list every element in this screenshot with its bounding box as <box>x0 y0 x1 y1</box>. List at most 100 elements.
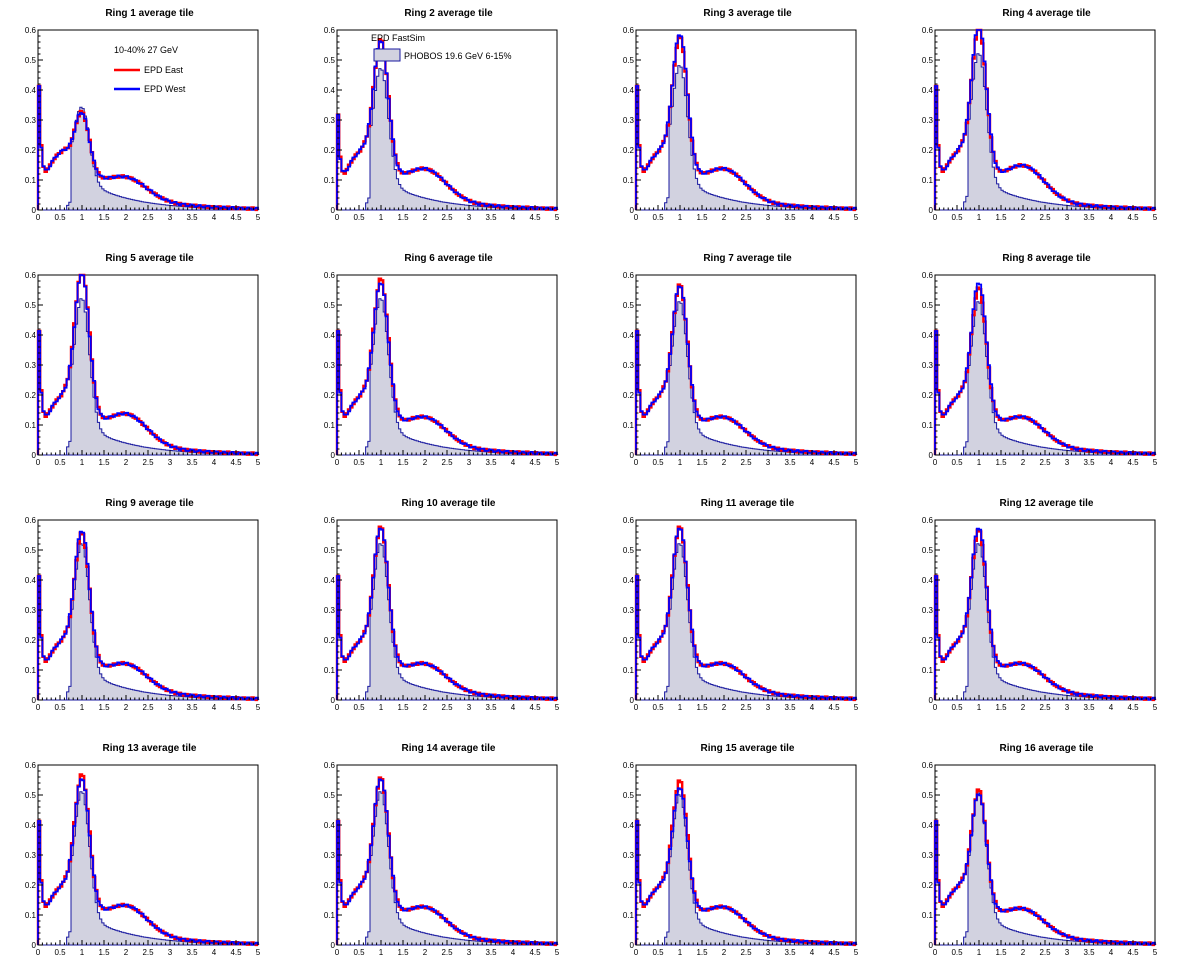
histogram-panel: 0 0.5 1 1.5 2 2.5 3 3.5 4 4.5 5 0 0.1 0.2 0.3 0.4 0.5 0.6… <box>598 0 897 245</box>
x-tick-label: 4 <box>212 458 217 467</box>
x-tick-label: 4.5 <box>828 703 840 712</box>
y-tick-label: 0.2 <box>324 881 336 890</box>
x-tick-label: 3.5 <box>485 213 497 222</box>
y-tick-label: 0.6 <box>623 26 635 35</box>
x-tick-label: 2 <box>124 703 129 712</box>
y-tick-label: 0.5 <box>324 791 336 800</box>
x-tick-label: 4.5 <box>1127 703 1139 712</box>
y-tick-label: 0.2 <box>324 146 336 155</box>
x-tick-label: 2.5 <box>740 948 752 957</box>
x-tick-label: 2 <box>423 458 428 467</box>
epd-west-histogram <box>336 282 558 456</box>
y-tick-label: 0 <box>331 451 336 460</box>
x-tick-label: 0.5 <box>951 458 963 467</box>
x-tick-label: 5 <box>1153 948 1158 957</box>
x-tick-label: 4.5 <box>1127 948 1139 957</box>
x-tick-label: 2 <box>1021 213 1026 222</box>
x-tick-label: 5 <box>1153 213 1158 222</box>
y-tick-label: 0.5 <box>25 301 37 310</box>
y-tick-label: 0 <box>32 451 37 460</box>
y-tick-label: 0.5 <box>922 791 934 800</box>
histogram-panel: 0 0.5 1 1.5 2 2.5 3 3.5 4 4.5 5 0 0.1 0.2 0.3 0.4 0.5 0.6… <box>0 245 299 490</box>
x-tick-label: 1.5 <box>397 458 409 467</box>
y-tick-label: 0.1 <box>623 666 635 675</box>
x-tick-label: 0 <box>933 703 938 712</box>
y-tick-label: 0.1 <box>25 911 37 920</box>
y-tick-label: 0.5 <box>25 791 37 800</box>
x-tick-label: 2.5 <box>441 703 453 712</box>
x-tick-label: 1.5 <box>98 213 110 222</box>
y-tick-label: 0.4 <box>623 86 635 95</box>
x-tick-label: 1.5 <box>98 948 110 957</box>
legend-west-label: EPD West <box>144 84 186 94</box>
histogram-plot: 0 0.5 1 1.5 2 2.5 3 3.5 4 4.5 5 0 0.1 0.2 0.3 0.4 0.5 0.6 <box>25 516 261 712</box>
y-tick-label: 0.6 <box>922 26 934 35</box>
y-tick-label: 0.5 <box>922 301 934 310</box>
legend-fastsim-header: EPD FastSim <box>371 33 425 43</box>
epd-west-histogram <box>37 530 259 701</box>
x-tick-label: 4 <box>810 458 815 467</box>
x-tick-label: 0 <box>634 703 639 712</box>
x-tick-label: 1 <box>977 458 982 467</box>
x-tick-label: 0.5 <box>951 948 963 957</box>
x-tick-label: 4 <box>212 703 217 712</box>
histogram-panel: 0 0.5 1 1.5 2 2.5 3 3.5 4 4.5 5 0 0.1 0.2 0.3 0.4 0.5 0.6… <box>598 245 897 490</box>
y-tick-label: 0.1 <box>922 421 934 430</box>
x-tick-label: 2 <box>124 213 129 222</box>
x-tick-label: 4 <box>511 703 516 712</box>
y-tick-label: 0.6 <box>623 271 635 280</box>
x-tick-label: 1 <box>678 703 683 712</box>
y-tick-label: 0 <box>630 451 635 460</box>
x-tick-label: 2.5 <box>441 213 453 222</box>
x-tick-label: 3 <box>467 948 472 957</box>
y-tick-label: 0.2 <box>324 636 336 645</box>
x-tick-label: 3.5 <box>186 948 198 957</box>
x-tick-label: 5 <box>854 458 859 467</box>
x-tick-label: 3.5 <box>784 703 796 712</box>
x-tick-label: 5 <box>256 948 261 957</box>
y-tick-label: 0 <box>929 696 934 705</box>
x-tick-label: 3 <box>1065 213 1070 222</box>
x-tick-label: 0.5 <box>353 213 365 222</box>
x-tick-label: 1 <box>80 458 85 467</box>
x-tick-label: 3.5 <box>186 213 198 222</box>
x-tick-label: 2 <box>722 213 727 222</box>
x-tick-label: 3.5 <box>485 458 497 467</box>
x-tick-label: 0.5 <box>652 703 664 712</box>
x-tick-label: 0 <box>634 458 639 467</box>
x-tick-label: 4 <box>1109 213 1114 222</box>
x-tick-label: 1.5 <box>696 703 708 712</box>
x-tick-label: 0 <box>36 948 41 957</box>
x-tick-label: 2 <box>423 948 428 957</box>
y-tick-label: 0.5 <box>623 791 635 800</box>
y-tick-label: 0.3 <box>623 361 635 370</box>
y-tick-label: 0 <box>331 206 336 215</box>
epd-west-histogram <box>635 787 857 946</box>
y-tick-label: 0.1 <box>324 421 336 430</box>
y-tick-label: 0 <box>32 941 37 950</box>
y-tick-label: 0.4 <box>324 576 336 585</box>
x-tick-label: 2 <box>1021 703 1026 712</box>
y-tick-label: 0.4 <box>922 331 934 340</box>
x-tick-label: 1 <box>80 703 85 712</box>
y-tick-label: 0 <box>929 451 934 460</box>
panel-title: Ring 8 average tile <box>1002 253 1091 264</box>
histogram-plot: 0 0.5 1 1.5 2 2.5 3 3.5 4 4.5 5 0 0.1 0.2 0.3 0.4 0.5 0.6 <box>324 761 560 957</box>
x-tick-label: 3.5 <box>784 458 796 467</box>
x-tick-label: 5 <box>555 948 560 957</box>
histogram-plot: 0 0.5 1 1.5 2 2.5 3 3.5 4 4.5 5 0 0.1 0.2 0.3 0.4 0.5 0.6 <box>922 271 1158 467</box>
x-tick-label: 1.5 <box>696 948 708 957</box>
x-tick-label: 1.5 <box>995 458 1007 467</box>
y-tick-label: 0.3 <box>922 361 934 370</box>
y-tick-label: 0.6 <box>922 271 934 280</box>
x-tick-label: 4.5 <box>1127 458 1139 467</box>
histogram-plot: 0 0.5 1 1.5 2 2.5 3 3.5 4 4.5 5 0 0.1 0.2 0.3 0.4 0.5 0.6 <box>324 516 560 712</box>
x-tick-label: 3 <box>168 703 173 712</box>
x-tick-label: 0 <box>335 458 340 467</box>
phobos-histogram <box>38 106 259 211</box>
histogram-panel: 0 0.5 1 1.5 2 2.5 3 3.5 4 4.5 5 0 0.1 0.2 0.3 0.4 0.5 0.6… <box>0 735 299 980</box>
histogram-panel: 0 0.5 1 1.5 2 2.5 3 3.5 4 4.5 5 0 0.1 0.2 0.3 0.4 0.5 0.6… <box>897 735 1196 980</box>
x-tick-label: 2.5 <box>1039 703 1051 712</box>
x-tick-label: 2 <box>124 948 129 957</box>
y-tick-label: 0.5 <box>922 56 934 65</box>
